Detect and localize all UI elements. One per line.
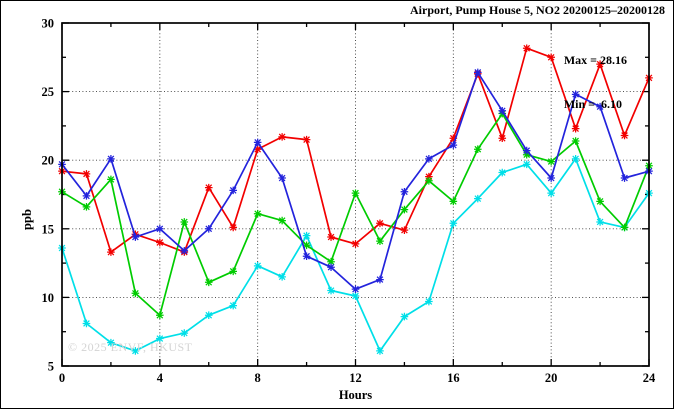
svg-text:Hours: Hours <box>339 388 372 402</box>
svg-text:25: 25 <box>42 85 55 99</box>
svg-text:15: 15 <box>42 222 55 236</box>
svg-text:20: 20 <box>42 154 55 168</box>
svg-text:16: 16 <box>447 371 460 385</box>
svg-text:10: 10 <box>42 291 55 305</box>
svg-text:4: 4 <box>157 371 164 385</box>
watermark-text: © 2025 ENVF, HKUST <box>68 340 193 354</box>
chart-title: Airport, Pump House 5, NO2 20200125–2020… <box>410 3 665 17</box>
svg-text:20: 20 <box>545 371 558 385</box>
svg-text:8: 8 <box>255 371 261 385</box>
svg-text:5: 5 <box>48 360 54 374</box>
svg-text:0: 0 <box>59 371 65 385</box>
maxmin-annotation: Max = 28.16 Min = 6.10 <box>564 24 627 140</box>
svg-text:12: 12 <box>349 371 362 385</box>
svg-text:30: 30 <box>42 17 55 31</box>
max-value-label: Max = 28.16 <box>563 53 627 67</box>
min-value-label: Min = 6.10 <box>563 96 622 111</box>
svg-text:ppb: ppb <box>20 209 34 230</box>
svg-text:24: 24 <box>643 371 656 385</box>
